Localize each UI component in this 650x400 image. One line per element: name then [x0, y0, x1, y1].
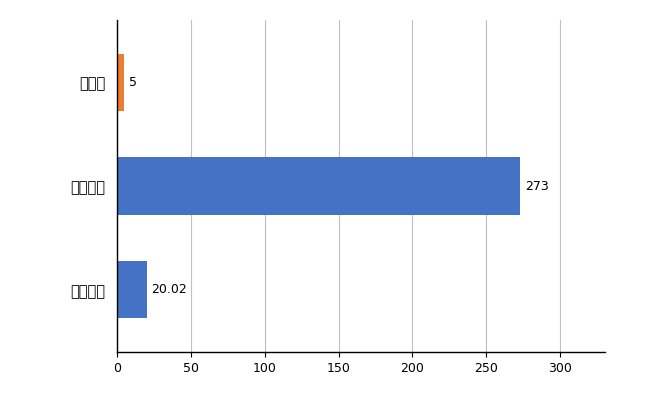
Bar [117, 158, 520, 214]
Text: 273: 273 [525, 180, 549, 192]
Bar [117, 261, 146, 318]
Bar [117, 54, 124, 111]
Text: 20.02: 20.02 [151, 283, 187, 296]
Text: 5: 5 [129, 76, 136, 89]
